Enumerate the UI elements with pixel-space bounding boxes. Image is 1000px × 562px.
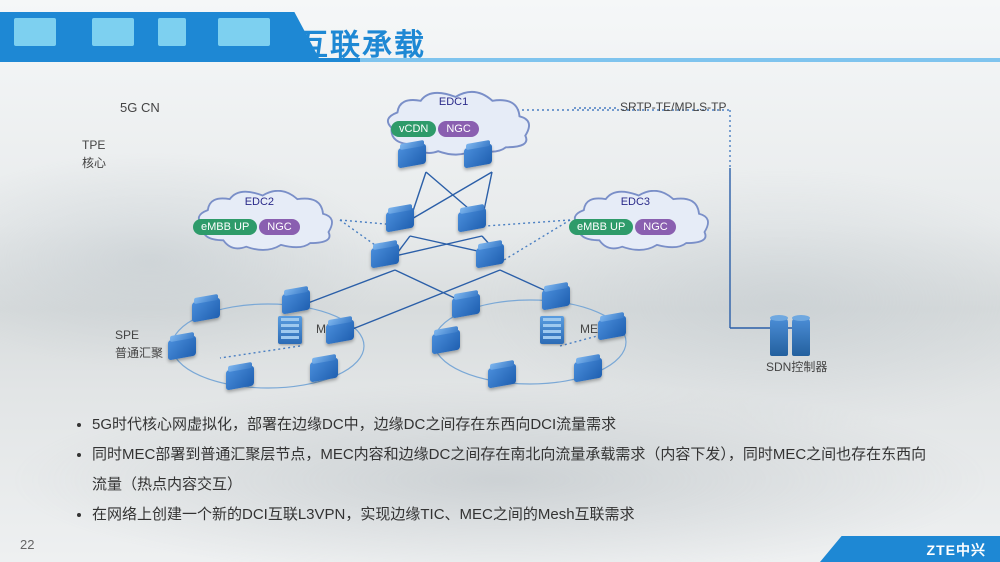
legend-line-icon (574, 107, 616, 109)
access-router (168, 338, 196, 358)
bullet-item: 5G时代核心网虚拟化，部署在边缘DC中，边缘DC之间存在东西向DCI流量需求 (92, 410, 940, 440)
pill: NGC (635, 219, 675, 235)
page-number: 22 (20, 537, 34, 552)
title-stripe (0, 58, 1000, 62)
access-router (192, 300, 220, 320)
access-router (542, 288, 570, 308)
mec-node (540, 316, 564, 344)
access-router (598, 318, 626, 338)
aggregation-router (386, 210, 414, 230)
access-router (488, 366, 516, 386)
label-spe-sub: 普通汇聚 (115, 344, 163, 361)
aggregation-router (458, 210, 486, 230)
bullet-item: 在网络上创建一个新的DCI互联L3VPN，实现边缘TIC、MEC之间的Mesh互… (92, 500, 940, 530)
access-router (452, 296, 480, 316)
mec-node (278, 316, 302, 344)
cloud-label: EDC3 (621, 196, 650, 208)
pill: vCDN (391, 121, 436, 137)
core-router (398, 146, 426, 166)
sdn-controller (770, 318, 814, 358)
bullet-list: 5G时代核心网虚拟化，部署在边缘DC中，边缘DC之间存在东西向DCI流量需求 同… (78, 410, 940, 530)
title-bar: 互联承载 (0, 12, 1000, 62)
cloud-pills: vCDNNGC (390, 119, 480, 137)
redaction-mark (218, 18, 270, 46)
cloud-edc3: EDC3 eMBB UPNGC (558, 190, 723, 254)
label-tpe-sub: 核心 (82, 154, 106, 171)
cloud-edc2: EDC2 eMBB UPNGC (182, 190, 347, 254)
redaction-mark (92, 18, 134, 46)
aggregation-router (476, 246, 504, 266)
label-legend: SRTP-TE/MPLS-TP (620, 100, 726, 114)
bullet-item: 同时MEC部署到普通汇聚层节点，MEC内容和边缘DC之间存在南北向流量承载需求（… (92, 440, 940, 500)
label-spe: SPE (115, 328, 139, 342)
access-router (574, 360, 602, 380)
access-router (432, 332, 460, 352)
access-router (282, 292, 310, 312)
cloud-label: EDC2 (245, 196, 274, 208)
footer-brand: ZTE中兴 (820, 536, 1000, 562)
pill: NGC (438, 121, 478, 137)
slide: 互联承载 5G CN TPE 核心 SPE 普通汇聚 MEC MEC SDN控制… (0, 0, 1000, 562)
cloud-label: EDC1 (439, 96, 468, 108)
label-tpe: TPE (82, 138, 105, 152)
access-router (226, 368, 254, 388)
label-sdn: SDN控制器 (766, 358, 827, 375)
aggregation-router (371, 246, 399, 266)
redaction-mark (158, 18, 186, 46)
access-router (326, 322, 354, 342)
pill: eMBB UP (193, 219, 257, 235)
core-router (464, 146, 492, 166)
network-diagram: 5G CN TPE 核心 SPE 普通汇聚 MEC MEC SDN控制器 SRT… (0, 70, 1000, 400)
pill: NGC (259, 219, 299, 235)
redaction-mark (14, 18, 56, 46)
pill: eMBB UP (569, 219, 633, 235)
label-5gcn: 5G CN (120, 100, 160, 115)
cloud-pills: eMBB UPNGC (568, 217, 677, 235)
cloud-pills: eMBB UPNGC (192, 217, 301, 235)
access-router (310, 360, 338, 380)
slide-title: 互联承载 (298, 20, 426, 64)
